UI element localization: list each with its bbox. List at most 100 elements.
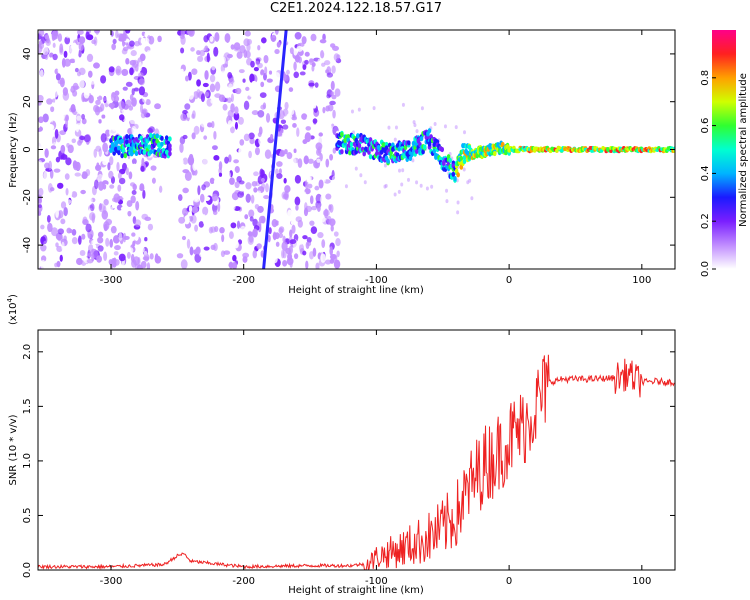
spectrogram-cell <box>50 114 54 123</box>
spectrogram-cell <box>280 96 286 101</box>
snr-y-tick-label: 0.0 <box>22 562 33 578</box>
spectrogram-cell <box>406 140 411 146</box>
spectrogram-cell <box>83 134 91 143</box>
spectrogram-cell <box>312 124 316 133</box>
spectrogram-cell <box>144 216 152 221</box>
spectrogram-cell <box>245 182 252 190</box>
spectrogram-cell <box>193 197 200 203</box>
spectrogram-cell <box>336 250 340 258</box>
spectrogram-cell <box>223 91 230 98</box>
spectrogram-cell <box>252 249 258 259</box>
spectrogram-cell <box>329 100 336 106</box>
spectrogram-cell <box>183 179 188 188</box>
spectrogram-cell <box>119 222 124 229</box>
spectrogram-cell <box>122 162 127 172</box>
spectrogram-cell <box>191 132 196 140</box>
spectrogram-cell <box>415 180 419 185</box>
spectrogram-cell <box>117 172 122 180</box>
spectrogram-cell <box>118 100 126 110</box>
spectrogram-cell <box>156 147 161 153</box>
spectrogram-cell <box>231 202 236 211</box>
spectrogram-cell <box>190 175 198 181</box>
spectrogram-cell <box>85 125 92 133</box>
spectrogram-cell <box>109 147 113 153</box>
spectrogram-cell <box>182 97 186 106</box>
spectrogram-cell <box>125 81 133 87</box>
spectrogram-cell <box>504 150 508 156</box>
spectrogram-cell <box>251 110 259 116</box>
spectrogram-x-tick-label: -200 <box>232 275 255 286</box>
spectrogram-cell <box>89 80 95 85</box>
spectrogram-cell <box>86 258 94 264</box>
spectrogram-cell <box>108 66 115 73</box>
spectrogram-cell <box>203 196 211 202</box>
spectrogram-cell <box>69 44 75 54</box>
spectrogram-cell <box>97 231 104 238</box>
spectrogram-cell <box>334 88 341 97</box>
spectrogram-cell <box>57 182 64 189</box>
spectrogram-cell <box>253 187 258 193</box>
spectrogram-cell <box>241 240 247 248</box>
spectrogram-cell <box>109 156 114 166</box>
spectrogram-cell <box>199 49 206 57</box>
spectrogram-cell <box>318 132 323 137</box>
spectrogram-cell <box>118 33 126 42</box>
spectrogram-cell <box>66 199 72 205</box>
spectrogram-cell <box>228 231 234 239</box>
spectrogram-cell <box>154 255 162 264</box>
spectrogram-cell <box>59 115 65 121</box>
spectrogram-cell <box>275 241 280 247</box>
spectrogram-cell <box>250 60 255 68</box>
spectrogram-cell <box>261 177 265 183</box>
spectrogram-x-tick-label: -100 <box>365 275 388 286</box>
spectrogram-cell <box>214 32 220 42</box>
spectrogram-cell <box>287 209 293 218</box>
spectrogram-cell <box>293 71 300 79</box>
spectrogram-cell <box>210 244 216 251</box>
spectrogram-cell <box>296 127 300 138</box>
spectrogram-cell <box>248 150 252 159</box>
spectrogram-cell <box>242 256 248 263</box>
spectrogram-cell <box>397 146 402 152</box>
spectrogram-cell <box>295 204 299 211</box>
spectrogram-cell <box>394 125 398 130</box>
spectrogram-cell <box>421 149 425 155</box>
spectrogram-cell <box>320 194 325 205</box>
spectrogram-cell <box>307 87 314 96</box>
spectrogram-cell <box>320 163 325 169</box>
spectrogram-cell <box>138 78 145 86</box>
spectrogram-cell <box>271 219 278 228</box>
spectrogram-cell <box>55 73 61 81</box>
spectrogram-cell <box>125 30 131 34</box>
spectrogram-cell <box>331 65 336 74</box>
spectrogram-cell <box>53 168 61 173</box>
spectrogram-cell <box>251 180 258 187</box>
spectrogram-cell <box>187 89 195 100</box>
spectrogram-cell <box>302 64 307 70</box>
spectrogram-cell <box>203 135 208 140</box>
spectrogram-cell <box>79 249 86 256</box>
snr-y-axis-label: SNR (10 * v/v) <box>8 414 19 485</box>
spectrogram-cell <box>330 91 335 96</box>
spectrogram-cell <box>297 158 303 169</box>
spectrogram-cell <box>401 168 405 173</box>
spectrogram-x-axis-label: Height of straight line (km) <box>288 285 424 296</box>
spectrogram-cell <box>196 79 201 87</box>
spectrogram-cell <box>118 253 126 262</box>
spectrogram-cell <box>101 114 106 119</box>
spectrogram-cell <box>71 138 76 144</box>
spectrogram-cell <box>51 227 59 237</box>
spectrogram-cell <box>182 109 188 115</box>
spectrogram-cell <box>256 190 262 196</box>
spectrogram-cell <box>253 171 259 177</box>
spectrogram-cell <box>78 67 86 76</box>
spectrogram-cell <box>314 82 319 88</box>
spectrogram-cell <box>102 158 108 166</box>
spectrogram-cell <box>108 170 114 179</box>
spectrogram-cell <box>281 241 288 251</box>
spectrogram-cell <box>52 89 59 98</box>
spectrogram-cell <box>340 149 344 155</box>
spectrogram-cell <box>88 252 92 258</box>
spectrogram-cell <box>180 47 185 54</box>
spectrogram-cell <box>256 243 262 250</box>
